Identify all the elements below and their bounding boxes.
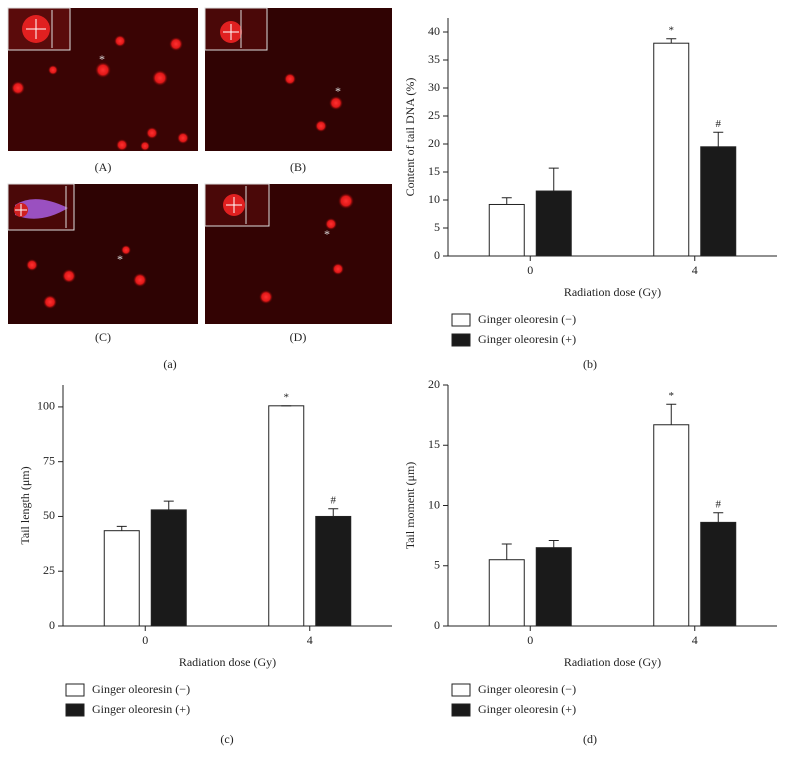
y-tick-label: 5 xyxy=(434,220,440,234)
x-tick-label: 4 xyxy=(692,633,698,647)
error-bar xyxy=(666,38,677,44)
image-label: (C) xyxy=(95,330,111,344)
marker: * xyxy=(335,84,341,98)
annotation: * xyxy=(669,24,675,36)
legend-label: Ginger oleoresin (−) xyxy=(92,682,190,696)
bar xyxy=(653,42,690,257)
micrograph-d xyxy=(204,183,392,324)
y-tick-label: 100 xyxy=(37,399,55,413)
y-tick-label: 15 xyxy=(428,164,440,178)
y-tick-label: 0 xyxy=(49,618,55,632)
legend-swatch xyxy=(65,703,85,717)
error-bar xyxy=(328,508,339,517)
error-bar xyxy=(548,167,559,192)
legend-swatch xyxy=(451,333,471,347)
bar xyxy=(150,509,187,627)
error-bar xyxy=(501,197,512,205)
x-tick-label: 0 xyxy=(527,263,533,277)
micrograph-b xyxy=(204,7,392,151)
y-tick-label: 5 xyxy=(434,558,440,572)
y-tick-label: 35 xyxy=(428,52,440,66)
x-tick-label: 0 xyxy=(142,633,148,647)
bar xyxy=(535,190,572,257)
panel-caption: (a) xyxy=(163,357,176,371)
marker: * xyxy=(99,52,105,66)
y-axis-label: Content of tail DNA (%) xyxy=(403,78,417,197)
legend-swatch xyxy=(451,683,471,697)
error-bar xyxy=(713,512,724,523)
marker: * xyxy=(324,227,330,241)
legend-label: Ginger oleoresin (+) xyxy=(478,702,576,716)
y-tick-label: 15 xyxy=(428,437,440,451)
micrograph-a xyxy=(7,7,198,151)
legend-swatch xyxy=(451,703,471,717)
legend-swatch xyxy=(451,313,471,327)
y-tick-label: 50 xyxy=(43,508,55,522)
bar xyxy=(535,547,572,627)
panel-caption: (b) xyxy=(583,357,597,371)
y-tick-label: 10 xyxy=(428,192,440,206)
bar xyxy=(315,515,352,627)
x-tick-label: 4 xyxy=(692,263,698,277)
legend-label: Ginger oleoresin (−) xyxy=(478,312,576,326)
error-bar xyxy=(548,539,559,548)
bar xyxy=(700,521,737,627)
y-tick-label: 40 xyxy=(428,24,440,38)
image-label: (D) xyxy=(290,330,307,344)
legend-label: Ginger oleoresin (+) xyxy=(92,702,190,716)
error-bar xyxy=(713,131,724,147)
y-tick-label: 30 xyxy=(428,80,440,94)
legend-label: Ginger oleoresin (−) xyxy=(478,682,576,696)
annotation: * xyxy=(669,390,675,402)
annotation: # xyxy=(716,118,722,130)
bar xyxy=(488,203,525,257)
y-tick-label: 25 xyxy=(43,563,55,577)
y-axis-label: Tail moment (μm) xyxy=(403,462,417,550)
x-axis-label: Radiation dose (Gy) xyxy=(179,655,276,669)
micrograph-c xyxy=(7,183,198,324)
legend-swatch xyxy=(65,683,85,697)
panel-caption: (c) xyxy=(220,732,233,746)
x-axis-label: Radiation dose (Gy) xyxy=(564,655,661,669)
image-label: (B) xyxy=(290,160,306,174)
y-tick-label: 20 xyxy=(428,377,440,391)
y-tick-label: 20 xyxy=(428,136,440,150)
annotation: # xyxy=(331,494,337,506)
marker: * xyxy=(117,252,123,266)
bar xyxy=(268,405,305,627)
y-axis-label: Tail length (μm) xyxy=(18,466,32,544)
y-tick-label: 0 xyxy=(434,618,440,632)
x-tick-label: 4 xyxy=(307,633,313,647)
error-bar xyxy=(666,403,677,425)
annotation: # xyxy=(716,498,722,510)
error-bar xyxy=(163,500,174,510)
image-label: (A) xyxy=(95,160,112,174)
y-tick-label: 0 xyxy=(434,248,440,262)
y-tick-label: 10 xyxy=(428,497,440,511)
bar xyxy=(488,559,525,627)
x-tick-label: 0 xyxy=(527,633,533,647)
error-bar xyxy=(116,525,127,531)
bar xyxy=(700,146,737,257)
y-tick-label: 75 xyxy=(43,453,55,467)
error-bar xyxy=(501,543,512,560)
y-tick-label: 25 xyxy=(428,108,440,122)
legend-label: Ginger oleoresin (+) xyxy=(478,332,576,346)
x-axis-label: Radiation dose (Gy) xyxy=(564,285,661,299)
bar xyxy=(653,424,690,627)
panel-caption: (d) xyxy=(583,732,597,746)
bar xyxy=(103,530,140,627)
annotation: * xyxy=(284,391,290,403)
